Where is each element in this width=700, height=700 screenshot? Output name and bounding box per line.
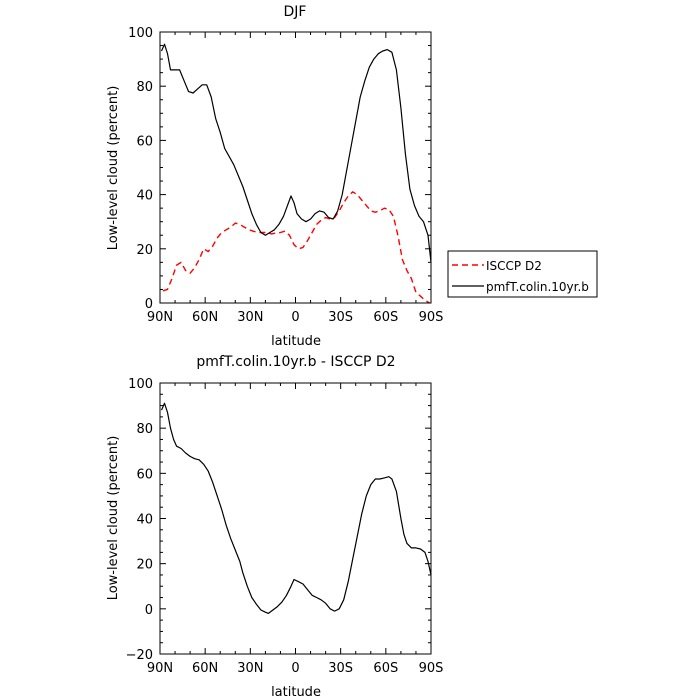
y-tick-label: 20: [136, 243, 153, 258]
legend: ISCCP D2 pmfT.colin.10yr.b: [447, 250, 598, 298]
bottom-x-axis-label: latitude: [271, 685, 321, 700]
legend-label-model: pmfT.colin.10yr.b: [486, 280, 589, 294]
x-tick-label: 90S: [419, 661, 444, 676]
x-tick-label: 90S: [419, 310, 444, 325]
top-title: DJF: [284, 4, 307, 20]
x-tick-label: 30S: [328, 310, 353, 325]
y-tick-label: 60: [136, 467, 153, 482]
x-tick-label: 30N: [237, 310, 263, 325]
top-x-tick-labels: 90N 60N 30N 0 30S 60S 90S: [147, 310, 444, 325]
x-tick-label: 0: [291, 661, 299, 676]
y-tick-label: 100: [128, 377, 153, 392]
bottom-y-axis-label: Low-level cloud (percent): [106, 436, 121, 601]
x-tick-label: 60N: [192, 661, 218, 676]
bottom-x-tick-labels: 90N 60N 30N 0 30S 60S 90S: [147, 661, 444, 676]
x-tick-label: 30S: [328, 661, 353, 676]
bottom-series: [160, 402, 432, 615]
series-line-isccp-d2: [162, 191, 430, 304]
top-plot-frame: [159, 31, 432, 304]
series-line-difference: [160, 402, 432, 615]
y-tick-label: 100: [128, 26, 153, 41]
y-tick-label: 0: [145, 603, 153, 618]
x-tick-label: 60S: [373, 661, 398, 676]
x-tick-label: 30N: [237, 661, 263, 676]
top-x-axis-label: latitude: [271, 334, 321, 349]
legend-box: [447, 250, 598, 298]
y-tick-label: 60: [136, 134, 153, 149]
bottom-axes-ticks: [159, 382, 432, 655]
panel-bottom: pmfT.colin.10yr.b - ISCCP D2 90N 60N 30N 0 3…: [106, 354, 443, 700]
bottom-title: pmfT.colin.10yr.b - ISCCP D2: [196, 354, 395, 370]
top-axes-ticks: [159, 31, 432, 304]
y-tick-label: 0: [145, 297, 153, 312]
top-y-tick-labels: 0 20 40 60 80 100: [128, 26, 153, 312]
x-tick-label: 60N: [192, 310, 218, 325]
x-tick-label: 90N: [147, 310, 173, 325]
x-tick-label: 0: [291, 310, 299, 325]
top-series: [160, 43, 432, 304]
legend-label-isccp: ISCCP D2: [486, 259, 542, 273]
bottom-y-tick-labels: −20 0 20 40 60 80 100: [126, 377, 153, 663]
series-line-pmft-colin-10yr-b: [160, 43, 432, 263]
bottom-plot-frame: [159, 382, 432, 655]
x-tick-label: 60S: [373, 310, 398, 325]
x-tick-label: 90N: [147, 661, 173, 676]
y-tick-label: 40: [136, 513, 153, 528]
y-tick-label: 40: [136, 189, 153, 204]
y-tick-label: 80: [136, 422, 153, 437]
y-tick-label: −20: [126, 648, 153, 663]
top-y-axis-label: Low-level cloud (percent): [106, 86, 121, 251]
y-tick-label: 20: [136, 558, 153, 573]
y-tick-label: 80: [136, 80, 153, 95]
panel-top: DJF 90N 60N 30N 0 30S 60S 90S 0 20 40 60 80 100 lat…: [106, 4, 443, 349]
